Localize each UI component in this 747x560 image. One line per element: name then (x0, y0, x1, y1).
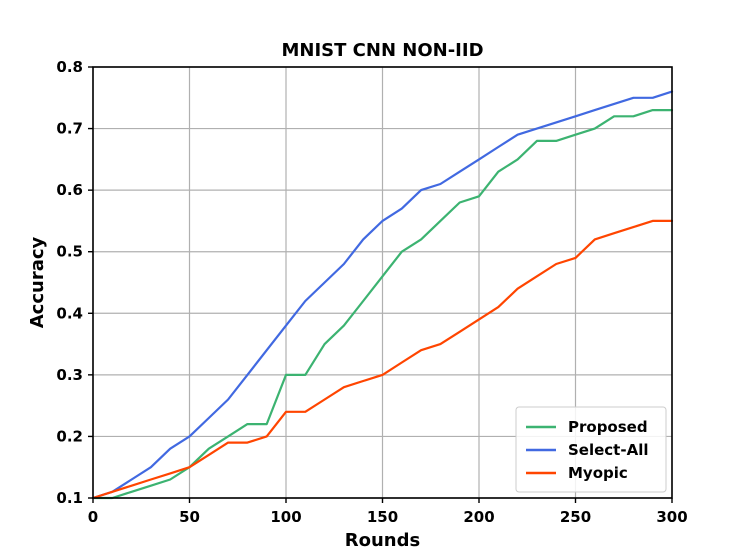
y-tick-label: 0.8 (56, 58, 83, 76)
grid (92, 66, 673, 499)
legend-label-select-all: Select-All (568, 441, 648, 459)
y-tick-label: 0.4 (56, 304, 83, 322)
y-tick-label: 0.1 (56, 489, 83, 507)
plot-area (91, 90, 674, 500)
y-tick-label: 0.6 (56, 181, 83, 199)
x-tick-label: 300 (656, 508, 687, 526)
axis-ticks: 0 50 100 150 200 250 300 0.1 0.2 0.3 0.4 0.5 0.6 0.7 0… (56, 58, 687, 526)
x-tick-label: 200 (463, 508, 494, 526)
y-tick-label: 0.2 (56, 427, 83, 445)
series-line-myopic (91, 219, 674, 500)
chart-title: MNIST CNN NON-IID (281, 40, 483, 61)
x-tick-label: 0 (88, 508, 98, 526)
x-tick-label: 250 (560, 508, 591, 526)
legend: Proposed Select-All Myopic (515, 406, 667, 493)
y-axis-title: Accuracy (27, 236, 48, 328)
x-tick-label: 150 (367, 508, 398, 526)
y-tick-label: 0.3 (56, 366, 83, 384)
x-tick-label: 100 (270, 508, 301, 526)
y-tick-label: 0.7 (56, 120, 83, 138)
x-tick-label: 50 (179, 508, 200, 526)
y-tick-label: 0.5 (56, 243, 83, 261)
legend-label-proposed: Proposed (568, 418, 648, 436)
series-line-select-all (91, 90, 674, 500)
legend-label-myopic: Myopic (568, 464, 628, 482)
x-axis-title: Rounds (345, 530, 420, 551)
